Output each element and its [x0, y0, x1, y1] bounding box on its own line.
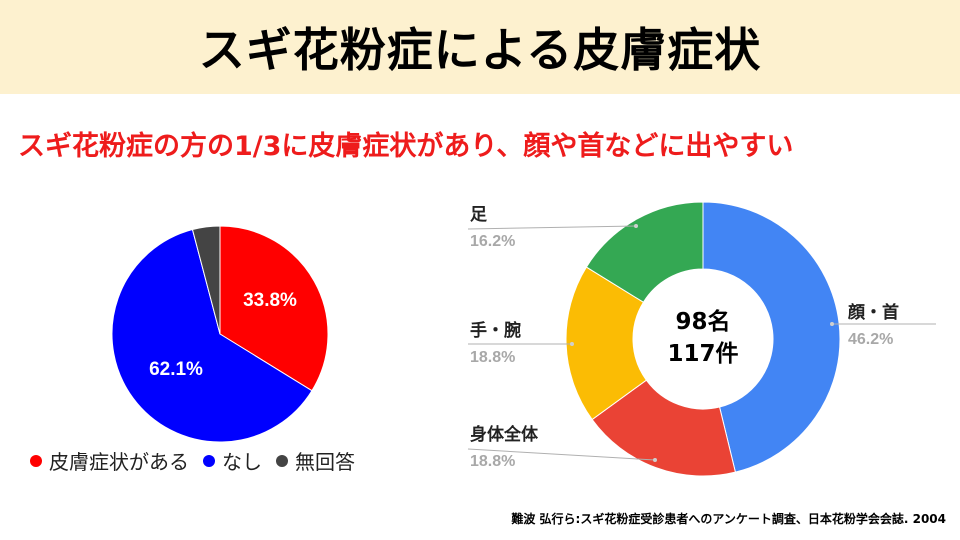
- legend-label-none: なし: [222, 450, 262, 474]
- pie-legend: 皮膚症状がある なし 無回答: [30, 446, 369, 475]
- donut-label-whole-body: 身体全体: [470, 424, 539, 445]
- legend-dot-none: [203, 454, 215, 467]
- leader-line-legs: [467, 225, 637, 230]
- leader-dot-hands-arms: [570, 342, 574, 346]
- leader-line-whole-body: [467, 448, 656, 461]
- donut-pct-hands-arms: 18.8%: [470, 349, 515, 366]
- donut-segment-whole-body: [591, 379, 737, 477]
- pie-slice-skin: [219, 225, 329, 392]
- title-bar: スギ花粉症による皮膚症状: [0, 0, 960, 94]
- donut-center-cases: 117件: [667, 341, 738, 367]
- source-citation: 難波 弘行ら:スギ花粉症受診患者へのアンケート調査、日本花粉学会会誌. 2004: [511, 512, 946, 526]
- pie-label-none: 62.1%: [149, 359, 203, 380]
- donut-pct-face-neck: 46.2%: [848, 331, 893, 348]
- pie-slice-no-answer: [191, 225, 221, 335]
- donut-center-people: 98名: [675, 308, 730, 335]
- legend-label-no-answer: 無回答: [295, 450, 355, 474]
- pie-slice-none: [111, 228, 313, 443]
- legend-dot-skin: [30, 454, 42, 467]
- subtitle: スギ花粉症の方の1/3に皮膚症状があり、顔や首などに出やすい: [18, 131, 794, 162]
- donut-label-face-neck: 顔・首: [847, 302, 899, 323]
- leader-dot-whole-body: [653, 458, 657, 462]
- donut-label-hands-arms: 手・腕: [470, 320, 521, 341]
- donut-label-legs: 足: [470, 205, 487, 225]
- legend-item-none: なし: [203, 446, 262, 475]
- donut-pct-whole-body: 18.8%: [470, 453, 515, 470]
- page-title: スギ花粉症による皮膚症状: [198, 23, 762, 77]
- legend-dot-no-answer: [276, 454, 288, 467]
- legend-item-no-answer: 無回答: [276, 446, 355, 475]
- pie-label-skin: 33.8%: [243, 290, 297, 311]
- donut-segment-hands-arms: [565, 266, 648, 421]
- legend-item-skin: 皮膚症状がある: [30, 446, 189, 475]
- donut-segment-legs: [585, 201, 704, 303]
- donut-pct-legs: 16.2%: [470, 233, 515, 250]
- leader-dot-face-neck: [830, 322, 834, 326]
- donut-segment-face-neck: [702, 201, 841, 473]
- leader-dot-legs: [634, 224, 638, 228]
- legend-label-skin: 皮膚症状がある: [49, 450, 189, 474]
